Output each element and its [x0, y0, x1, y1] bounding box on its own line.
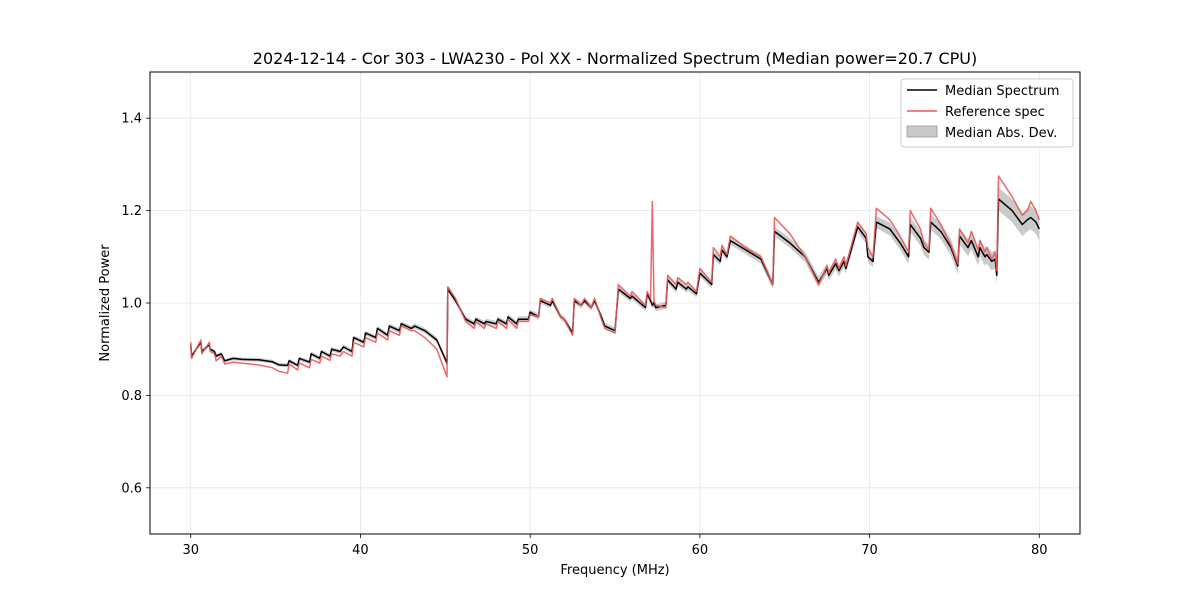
legend-box: [900, 78, 1074, 148]
x-tick-label: 70: [861, 543, 878, 558]
chart-title: 2024-12-14 - Cor 303 - LWA230 - Pol XX -…: [253, 49, 977, 68]
x-tick-label: 50: [522, 543, 539, 558]
y-tick-label: 1.4: [121, 112, 142, 127]
plot-area: [189, 175, 1041, 378]
legend-mad-swatch: [906, 125, 938, 138]
median-spectrum-line: [189, 198, 1040, 367]
legend-mad-label: Median Abs. Dev.: [945, 126, 1057, 141]
x-tick-label: 30: [182, 543, 199, 558]
legend: Median Spectrum Reference spec Median Ab…: [900, 78, 1074, 148]
mad-band: [190, 187, 1040, 368]
y-tick-label: 1.0: [121, 297, 142, 312]
y-tick-label: 0.6: [121, 481, 142, 496]
x-axis-ticks: 30 40 50 60 70 80: [182, 534, 1048, 558]
x-tick-label: 80: [1031, 543, 1048, 558]
x-tick-label: 40: [352, 543, 369, 558]
legend-median-label: Median Spectrum: [945, 84, 1059, 99]
reference-spectrum-line: [189, 175, 1041, 378]
x-axis-label: Frequency (MHz): [560, 563, 669, 578]
y-tick-label: 1.2: [121, 204, 142, 219]
legend-reference-label: Reference spec: [945, 105, 1045, 120]
y-axis-ticks: 0.6 0.8 1.0 1.2 1.4: [121, 112, 150, 496]
y-axis-label: Normalized Power: [98, 244, 113, 362]
y-tick-label: 0.8: [121, 389, 142, 404]
x-tick-label: 60: [692, 543, 709, 558]
